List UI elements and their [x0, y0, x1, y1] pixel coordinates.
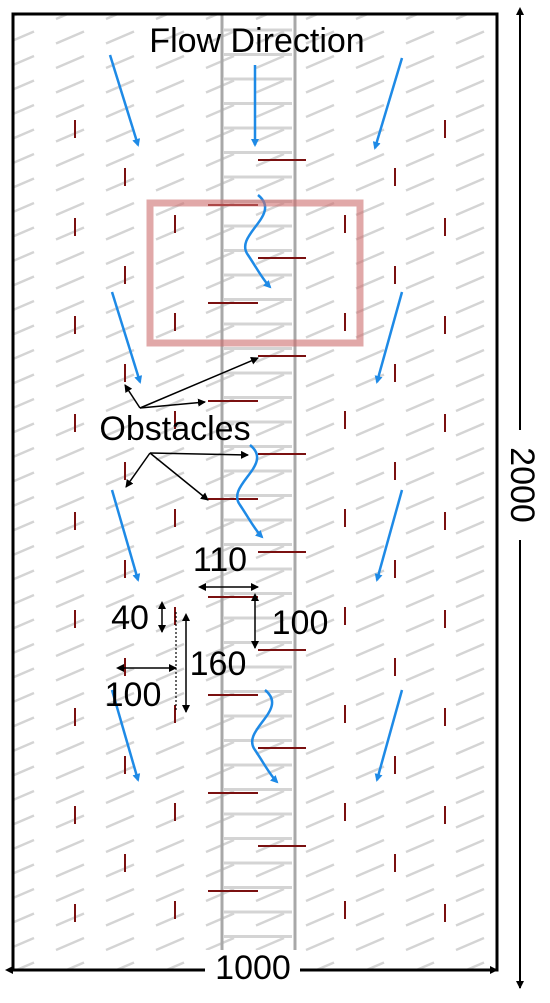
- wavy-flow-arrow: [236, 444, 264, 539]
- flow-arrow: [110, 489, 141, 582]
- pointer-arrow: [139, 357, 259, 409]
- wavy-flow-arrow: [244, 194, 272, 289]
- flow-arrow: [374, 489, 404, 582]
- width-label: 1000: [215, 949, 291, 987]
- label-bg: [205, 950, 300, 990]
- height-label: 2000: [503, 447, 541, 523]
- pointer-arrow: [149, 450, 249, 459]
- layout: [74, 14, 446, 970]
- pointer-arrow: [124, 384, 141, 409]
- length-label: 40: [111, 599, 149, 637]
- flow-arrow: [372, 57, 404, 150]
- side-spacing-label: 100: [105, 676, 162, 714]
- gap-label: 110: [193, 541, 247, 579]
- flow-arrow: [374, 689, 404, 782]
- highlight-box: [146, 199, 364, 347]
- background-hatch: [14, 14, 497, 970]
- flow-arrow: [110, 689, 141, 782]
- flow-arrow: [374, 291, 404, 384]
- obstacles-label: Obstacles: [99, 410, 250, 448]
- pointer-arrow: [139, 398, 206, 409]
- pointer-arrow: [125, 452, 151, 488]
- row-spacing-label: 100: [272, 604, 329, 642]
- wavy-flow-arrow: [251, 689, 279, 784]
- flow-arrow: [108, 54, 141, 147]
- flow-label: Flow Direction: [149, 22, 364, 60]
- flow-arrow: [110, 291, 143, 384]
- column-spacing-label: 160: [190, 645, 247, 683]
- pointer-arrow: [149, 452, 209, 501]
